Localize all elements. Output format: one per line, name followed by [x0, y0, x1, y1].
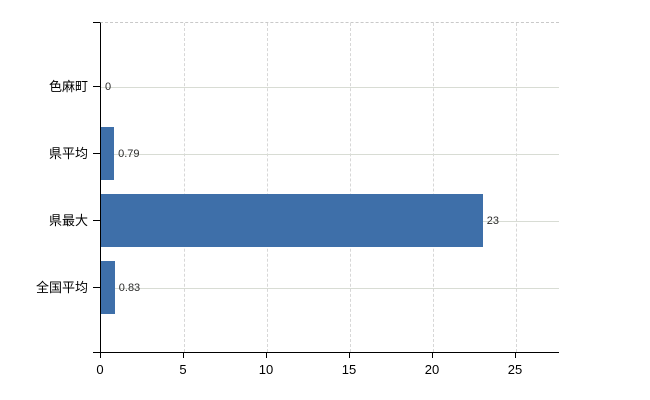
bar-value-label: 0.79 [118, 147, 140, 160]
x-axis-tick [432, 353, 433, 358]
bar-value-label: 23 [486, 214, 500, 227]
x-axis-tick [266, 353, 267, 358]
y-axis-tick [93, 219, 100, 221]
x-axis-extension [93, 352, 100, 353]
y-axis-tick [93, 152, 100, 154]
gridline-horizontal [101, 86, 559, 88]
x-axis-tick-label: 20 [424, 362, 440, 377]
x-axis-tick-label: 25 [507, 362, 523, 377]
gridline-horizontal [101, 153, 559, 155]
y-axis-top-tick [93, 22, 100, 23]
bar [101, 194, 483, 247]
category-label: 県平均 [48, 145, 88, 161]
y-axis-tick [93, 85, 100, 87]
category-label: 色麻町 [48, 78, 88, 94]
x-axis-tick [515, 353, 516, 358]
gridline-vertical [516, 23, 517, 352]
bar [101, 127, 115, 180]
gridline-vertical [184, 23, 185, 352]
plot-area: 0 0.79 23 0.83 [100, 22, 559, 353]
bar [101, 261, 115, 314]
category-label: 県最大 [48, 212, 88, 228]
gridline-vertical [267, 23, 268, 352]
gridline-vertical [350, 23, 351, 352]
bar-value-label: 0.83 [118, 281, 141, 294]
x-axis-tick-label: 5 [179, 362, 187, 377]
x-axis-tick [100, 353, 101, 358]
bar-value-label: 0 [105, 80, 112, 93]
x-axis-tick-label: 15 [341, 362, 357, 377]
category-label: 全国平均 [35, 279, 88, 295]
x-axis-tick-label: 0 [96, 362, 104, 377]
gridline-vertical [433, 23, 434, 352]
gridline-horizontal [101, 287, 559, 289]
x-axis-tick-label: 10 [258, 362, 274, 377]
x-axis-tick [349, 353, 350, 358]
x-axis-tick [183, 353, 184, 358]
y-axis-tick [93, 286, 100, 288]
